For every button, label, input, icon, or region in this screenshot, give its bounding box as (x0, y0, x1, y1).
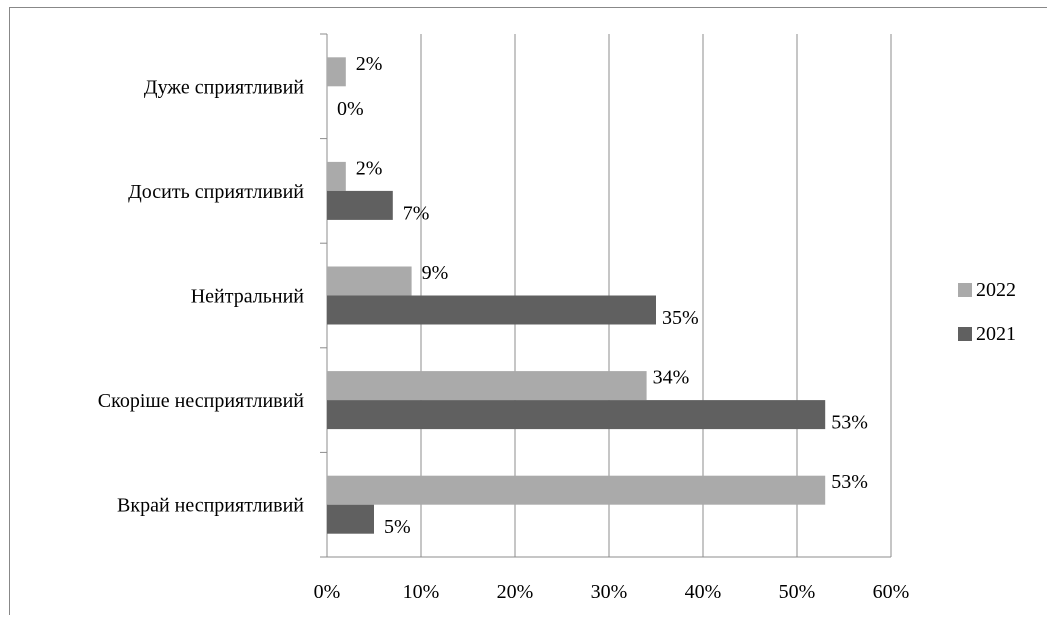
bar-2021 (327, 504, 374, 534)
bar-2021 (327, 295, 656, 325)
data-label-2022: 2% (356, 53, 383, 75)
x-tick-label: 20% (497, 581, 534, 603)
data-label-2022: 2% (356, 157, 383, 179)
legend-swatch-2022 (958, 283, 972, 297)
bar-2022 (327, 161, 346, 191)
data-label-2021: 5% (384, 516, 411, 538)
x-tick-label: 30% (591, 581, 628, 603)
chart-frame (9, 7, 1047, 615)
bar-2022 (327, 57, 346, 87)
category-label: Досить сприятливий (128, 181, 304, 203)
x-tick-label: 10% (403, 581, 440, 603)
bar-2022 (327, 475, 826, 505)
bar-2021 (327, 190, 393, 220)
category-label: Дуже сприятливий (144, 76, 304, 98)
category-label: Нейтральний (191, 286, 305, 308)
data-label-2022: 9% (422, 262, 449, 284)
bar-2022 (327, 266, 412, 296)
category-label: Вкрай несприятливий (117, 495, 304, 517)
legend-swatch-2021 (958, 327, 972, 341)
x-tick-label: 60% (873, 581, 910, 603)
data-label-2021: 53% (831, 412, 868, 434)
data-label-2022: 53% (831, 471, 868, 493)
x-tick-label: 50% (779, 581, 816, 603)
bar-2021 (327, 400, 826, 430)
category-label: Скоріше несприятливий (98, 390, 305, 412)
legend-label-2021: 2021 (976, 323, 1016, 345)
x-tick-label: 40% (685, 581, 722, 603)
data-label-2022: 34% (653, 367, 690, 389)
legend-label-2022: 2022 (976, 279, 1016, 301)
bar-2022 (327, 371, 647, 401)
data-label-2021: 35% (662, 307, 699, 329)
x-tick-label: 0% (314, 581, 341, 603)
data-label-2021: 7% (403, 202, 430, 224)
data-label-2021: 0% (337, 98, 364, 120)
